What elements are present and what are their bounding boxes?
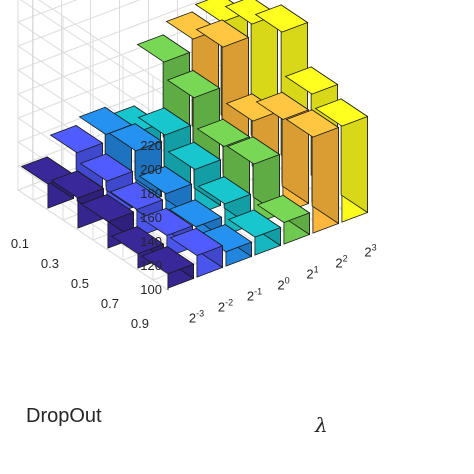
- bar-face-top: [109, 181, 164, 210]
- x-tick-exponent: 3: [372, 243, 377, 253]
- x-tick-label: 21: [306, 265, 318, 282]
- bar-face-top: [167, 141, 222, 170]
- x-tick-label: 2-1: [247, 287, 262, 304]
- x-tick-exponent: -2: [225, 298, 233, 308]
- bar-face-top: [80, 194, 135, 223]
- bar-face-top: [139, 207, 194, 236]
- bar-face-top: [255, 91, 310, 120]
- bar-face-top: [195, 19, 250, 48]
- y-axis-title: DropOut: [26, 405, 102, 427]
- x-tick-base: 2: [189, 311, 196, 326]
- z-tick-label: 120: [140, 258, 162, 273]
- z-tick-label: 140: [140, 234, 162, 249]
- bar-face-top: [138, 166, 193, 195]
- bar-face-top: [285, 109, 340, 138]
- x-tick-base: 2: [364, 245, 371, 260]
- x-tick-base: 2: [306, 267, 313, 282]
- x-tick-exponent: 0: [285, 276, 290, 286]
- bar-face-top: [166, 70, 221, 99]
- x-tick-label: 2-2: [218, 298, 233, 315]
- x-tick-exponent: 1: [314, 265, 319, 275]
- bar-0.9-4: [256, 194, 311, 245]
- y-tick-label: 0.9: [131, 316, 149, 331]
- bar-face-top: [108, 123, 163, 152]
- bar-face-top: [110, 226, 165, 255]
- x-tick-exponent: -3: [196, 309, 204, 319]
- bar-face-top: [79, 153, 134, 182]
- x-tick-label: 2-3: [189, 309, 204, 326]
- y-tick-label: 0.3: [41, 256, 59, 271]
- bar-face-top: [136, 34, 191, 63]
- bar-face-top: [49, 125, 104, 154]
- bar-face-top: [50, 170, 105, 199]
- bar-face-top: [225, 93, 280, 122]
- z-tick-label: 100: [140, 282, 162, 297]
- bar-face-top: [169, 227, 224, 256]
- x-axis-title: λ: [314, 413, 328, 437]
- z-tick-label: 180: [140, 186, 162, 201]
- y-tick-label: 0.7: [101, 296, 119, 311]
- x-tick-label: 20: [277, 276, 289, 293]
- y-tick-label: 0.5: [71, 276, 89, 291]
- bar-face-top: [254, 4, 309, 33]
- bar-face-top: [137, 107, 192, 136]
- bar-0.9-3: [227, 209, 282, 256]
- grid-line-z: [16, 0, 169, 123]
- x-tick-label: 23: [364, 243, 376, 260]
- chart-bars: [20, 0, 369, 289]
- bar-face-top: [196, 118, 251, 147]
- bar-0.9-0: [140, 245, 195, 289]
- bar-face-top: [227, 209, 282, 238]
- bar-0.9-6: [314, 98, 369, 223]
- z-tick-label: 160: [140, 210, 162, 225]
- y-tick-label: 0.1: [11, 236, 29, 251]
- x-tick-base: 2: [277, 278, 284, 293]
- bar-face-top: [140, 246, 195, 275]
- z-tick-label: 200: [140, 162, 162, 177]
- x-tick-exponent: 2: [343, 254, 348, 264]
- bar-face-top: [168, 199, 223, 228]
- bar-0.9-1: [169, 227, 224, 278]
- bar-face-top: [197, 176, 252, 205]
- z-tick-label: 220: [140, 138, 162, 153]
- grid-line-z: [20, 0, 169, 99]
- x-tick-base: 2: [247, 289, 254, 304]
- bar-face-top: [314, 98, 369, 127]
- x-tick-label: 22: [335, 254, 347, 271]
- bar-0.9-2: [198, 223, 253, 267]
- bar-face-top: [284, 66, 339, 95]
- x-tick-exponent: -1: [254, 287, 262, 297]
- bar-face-top: [226, 136, 281, 165]
- x-tick-base: 2: [218, 300, 225, 315]
- bar-face-top: [256, 194, 311, 223]
- bar-0.9-5: [285, 109, 340, 234]
- x-tick-base: 2: [335, 256, 342, 271]
